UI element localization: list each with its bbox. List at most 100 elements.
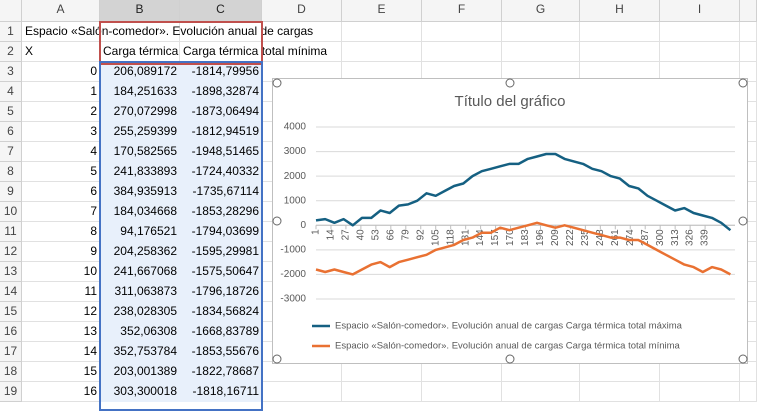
row-header[interactable]: 3 (0, 62, 22, 82)
x-tick-label: 196 (535, 229, 546, 246)
x-tick-label: 40 (356, 229, 367, 241)
x-tick-label: 274 (625, 229, 636, 246)
cell-text: -1948,51465 (180, 142, 262, 162)
resize-handle[interactable] (505, 78, 515, 88)
cell[interactable] (502, 362, 580, 382)
x-tick-label: 105 (430, 229, 441, 246)
cell[interactable] (580, 382, 660, 402)
cell[interactable] (660, 42, 740, 62)
row-header[interactable]: 5 (0, 102, 22, 122)
cell[interactable] (502, 42, 580, 62)
column-header[interactable]: F (422, 0, 502, 22)
cell-text: 238,028305 (100, 302, 180, 322)
cell[interactable] (502, 22, 580, 42)
column-header[interactable]: E (342, 0, 422, 22)
cell-text: 1 (90, 84, 97, 98)
row-header[interactable]: 9 (0, 182, 22, 202)
cell[interactable] (580, 42, 660, 62)
cell-text: -1834,56824 (180, 302, 262, 322)
row-header[interactable]: 8 (0, 162, 22, 182)
column-header[interactable]: C (180, 0, 262, 22)
resize-handle[interactable] (738, 78, 748, 88)
cell[interactable] (740, 22, 757, 42)
cell-text: 6 (90, 184, 97, 198)
corner[interactable] (0, 0, 22, 22)
cell-text: 241,833893 (100, 162, 180, 182)
cell[interactable] (740, 382, 757, 402)
cell[interactable] (342, 362, 422, 382)
cell[interactable] (580, 22, 660, 42)
cell[interactable] (422, 362, 502, 382)
cell[interactable] (660, 382, 740, 402)
cell[interactable] (262, 22, 342, 42)
cell-text: 303,300018 (100, 382, 180, 402)
column-header[interactable]: G (502, 0, 580, 22)
row-header[interactable]: 10 (0, 202, 22, 222)
x-tick-label: 313 (670, 229, 681, 246)
cell[interactable] (422, 22, 502, 42)
cell-text: 10 (83, 264, 97, 278)
cell[interactable] (100, 22, 180, 42)
row-header[interactable]: 1 (0, 22, 22, 42)
cell-text: -1668,83789 (180, 322, 262, 342)
cell[interactable] (342, 22, 422, 42)
row-header[interactable]: 7 (0, 142, 22, 162)
cell[interactable] (660, 362, 740, 382)
column-header[interactable]: D (262, 0, 342, 22)
row-header[interactable]: 14 (0, 282, 22, 302)
resize-handle[interactable] (738, 354, 748, 364)
cell-text: -1796,18726 (180, 282, 262, 302)
resize-handle[interactable] (272, 78, 282, 88)
cell-text: 170,582565 (100, 142, 180, 162)
row-header[interactable]: 17 (0, 342, 22, 362)
row-header[interactable]: 2 (0, 42, 22, 62)
column-header[interactable]: H (580, 0, 660, 22)
resize-handle[interactable] (272, 354, 282, 364)
row-header[interactable]: 13 (0, 262, 22, 282)
y-tick-label: -2000 (280, 269, 306, 280)
row-header[interactable]: 19 (0, 382, 22, 402)
cell-text: 15 (83, 364, 97, 378)
cell-text: -1898,32874 (180, 82, 262, 102)
y-tick-label: 1000 (284, 195, 307, 206)
x-tick-label: 79 (400, 229, 411, 241)
cell[interactable] (660, 22, 740, 42)
resize-handle[interactable] (505, 354, 515, 364)
column-header[interactable] (740, 0, 757, 22)
cell[interactable] (740, 362, 757, 382)
cell[interactable] (502, 382, 580, 402)
column-header[interactable]: B (100, 0, 180, 22)
row-header[interactable]: 4 (0, 82, 22, 102)
column-header[interactable]: A (22, 0, 100, 22)
cell[interactable] (262, 42, 342, 62)
cell[interactable] (740, 42, 757, 62)
resize-handle[interactable] (272, 216, 282, 226)
cell-text: 94,176521 (100, 222, 180, 242)
y-tick-label: 0 (300, 220, 306, 231)
cell[interactable] (342, 382, 422, 402)
cell-text: -1735,67114 (180, 182, 262, 202)
cell-text: -1818,16711 (180, 382, 262, 402)
cell[interactable] (262, 382, 342, 402)
cell-text: -1853,28296 (180, 202, 262, 222)
cell-text: 8 (90, 224, 97, 238)
cell-text: 184,034668 (100, 202, 180, 222)
row-header[interactable]: 6 (0, 122, 22, 142)
y-tick-label: -3000 (280, 294, 306, 305)
row-header[interactable]: 15 (0, 302, 22, 322)
row-header[interactable]: 12 (0, 242, 22, 262)
column-header[interactable]: I (660, 0, 740, 22)
row-header[interactable]: 11 (0, 222, 22, 242)
cell[interactable] (262, 362, 342, 382)
cell-text: 3 (90, 124, 97, 138)
x-tick-label: 183 (520, 229, 531, 246)
x-tick-label: 53 (370, 229, 381, 241)
cell[interactable] (580, 362, 660, 382)
resize-handle[interactable] (738, 216, 748, 226)
row-header[interactable]: 18 (0, 362, 22, 382)
cell[interactable] (342, 42, 422, 62)
row-header[interactable]: 16 (0, 322, 22, 342)
chart[interactable]: Título del gráfico -3000 -2000 -1000 0 1000 20… (272, 78, 748, 364)
cell[interactable] (422, 42, 502, 62)
cell[interactable] (422, 382, 502, 402)
